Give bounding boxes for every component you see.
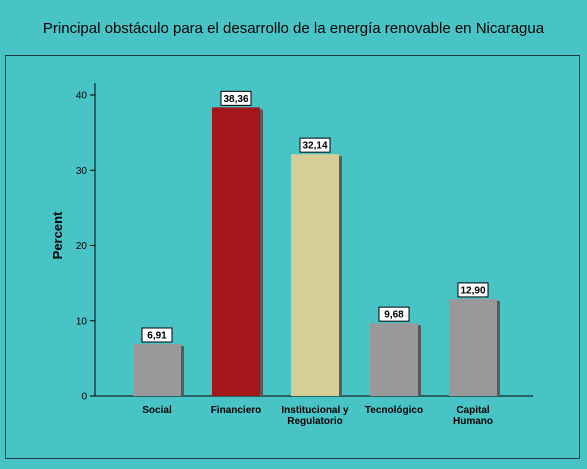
data-label-box [299, 137, 331, 153]
bar [291, 154, 339, 396]
category-label: Financiero [211, 405, 262, 416]
bar-shadow [259, 109, 263, 396]
chart-title: Principal obstáculo para el desarrollo d… [42, 20, 545, 37]
labels: 6,91 Social 38,36 Financiero 32,14 Institucio… [141, 90, 493, 427]
category-label: Social [142, 405, 172, 416]
bar [370, 323, 418, 396]
y-tick-label: 20 [76, 241, 88, 252]
bar-shadow [496, 300, 500, 396]
bar [449, 298, 497, 396]
category-label: Regulatorio [287, 416, 343, 427]
data-label-box [220, 90, 252, 106]
y-tick-label: 10 [76, 316, 88, 327]
bar-shadow [180, 346, 184, 396]
bar [212, 107, 260, 396]
category-label: Institucional y [281, 405, 349, 416]
data-label-box [378, 306, 410, 322]
category-label: Capital [456, 405, 490, 416]
bar [133, 344, 181, 396]
bar-shadow [338, 156, 342, 396]
category-label: Tecnológico [365, 405, 423, 416]
data-label: 32,14 [302, 141, 327, 152]
data-label: 9,68 [384, 310, 404, 321]
category-label: Humano [453, 416, 493, 427]
y-axis-label: Percent [50, 211, 65, 259]
bar-shadow [417, 325, 421, 396]
data-label-box [141, 327, 173, 343]
bars [133, 107, 500, 396]
y-tick-label: 40 [76, 91, 88, 102]
data-label-box [457, 282, 489, 298]
chart-frame [5, 55, 580, 459]
y-tick-label: 30 [76, 166, 88, 177]
data-label: 6,91 [147, 331, 167, 342]
data-label: 12,90 [460, 285, 485, 296]
y-tick-label: 0 [81, 392, 87, 403]
data-label: 38,36 [223, 94, 248, 105]
